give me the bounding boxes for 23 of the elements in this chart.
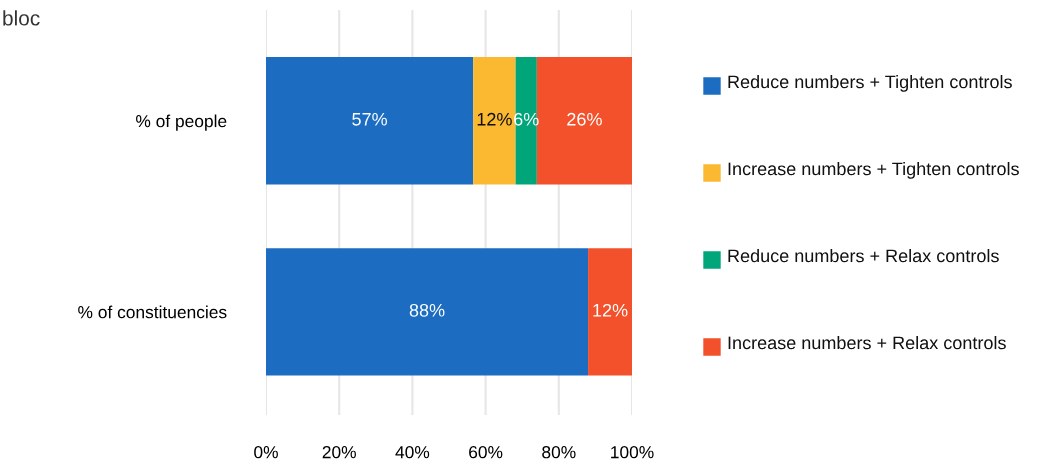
legend-label: Increase numbers + Relax controls [728,336,1006,350]
legend-label: Reduce numbers + Tighten controls [728,75,1012,92]
data-label: 26% [567,112,602,126]
data-label: 88% [409,303,445,317]
data-label: 12% [477,112,512,126]
bar [588,248,632,376]
x-tick-label: 20% [322,446,356,459]
text: bloc [3,10,40,26]
bar [473,57,516,185]
legend-label: Increase numbers + Tighten controls [728,162,1019,179]
x-tick-label: 100% [611,446,654,459]
y-tick-label: % of constituencies [78,305,227,319]
y-tick-label: % of people [136,114,227,131]
bar [266,248,589,376]
bar [266,57,474,185]
x-tick-label: 60% [469,446,503,459]
bar [515,57,537,185]
data-label: 12% [593,303,628,317]
x-tick-label: 0% [254,446,278,459]
data-label: 57% [352,112,388,126]
x-tick-label: 40% [395,446,430,459]
legend-label: Reduce numbers + Relax controls [728,249,999,263]
x-tick-label: 80% [542,446,576,459]
